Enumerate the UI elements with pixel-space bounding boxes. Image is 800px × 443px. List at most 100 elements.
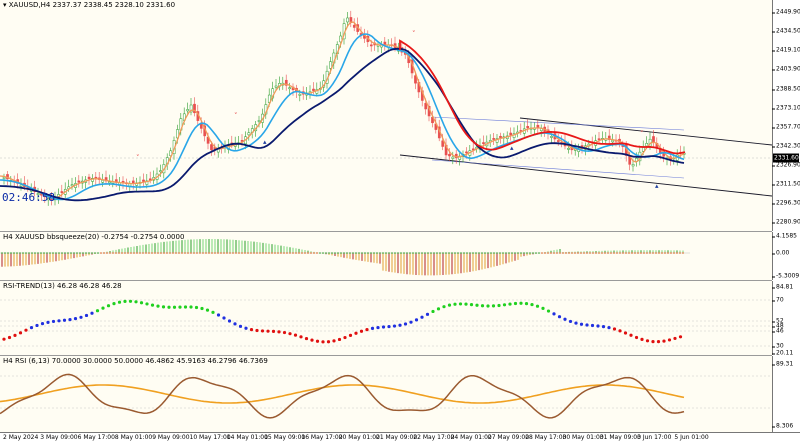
dropdown-triangle-icon[interactable]: ▾ xyxy=(3,1,7,9)
axis-tick-label: 2403.90 xyxy=(772,65,800,73)
rsi-trend-dot xyxy=(381,325,386,329)
rsi-trend-axis[interactable]: 84.81 70 52 48 46 30 20.11 xyxy=(771,281,800,357)
time-tick-label: 15 May 09:00 xyxy=(264,434,306,441)
price-chart-pane[interactable]: ▾ XAUUSD,H4 2337.37 2338.45 2328.10 2331… xyxy=(0,0,772,232)
candle-body xyxy=(645,143,649,147)
squeeze-dot xyxy=(70,252,72,254)
squeeze-dot xyxy=(580,252,582,254)
axis-tick-label: -5.3009 xyxy=(771,272,800,280)
rsi-trend-dot xyxy=(601,325,606,329)
squeeze-dot xyxy=(301,252,303,254)
rsi-trend-dot xyxy=(673,336,677,341)
rsi-axis[interactable]: 89.31 8.306 xyxy=(771,356,800,432)
rsi-trend-dot xyxy=(530,302,534,307)
bbsqueeze-axis[interactable]: 4.1585 0.00 -5.3009 xyxy=(771,232,800,280)
squeeze-dot xyxy=(4,252,6,254)
squeeze-dot xyxy=(382,252,384,254)
squeeze-dot xyxy=(208,252,210,254)
squeeze-dot xyxy=(265,252,267,254)
squeeze-dot xyxy=(508,252,510,254)
squeeze-dot xyxy=(430,252,432,254)
rsi-trend-dot xyxy=(464,302,468,306)
rsi-trend-dot xyxy=(354,331,358,335)
rsi-trend-dot xyxy=(376,325,380,330)
squeeze-dot xyxy=(67,252,69,254)
rsi-trend-label: RSI-TREND(13) 46.28 46.28 46.28 xyxy=(3,282,122,290)
rsi-trend-dot xyxy=(480,304,485,308)
rsi-trend-pane[interactable]: RSI-TREND(13) 46.28 46.28 46.28 xyxy=(0,281,772,356)
squeeze-dot xyxy=(31,252,33,254)
rsi-trend-dot xyxy=(304,336,309,341)
candle-body xyxy=(312,88,315,91)
axis-tick-label: 2296.30 xyxy=(772,199,800,207)
candle-body xyxy=(611,140,615,143)
squeeze-dot xyxy=(487,252,489,254)
squeeze-dot xyxy=(604,252,606,254)
time-tick-label: 21 May 09:00 xyxy=(376,434,418,441)
rsi-trend-dot xyxy=(227,319,232,323)
squeeze-dot xyxy=(388,252,390,254)
squeeze-dot xyxy=(286,252,288,254)
candle-body xyxy=(193,103,196,114)
squeeze-dot xyxy=(82,252,84,254)
squeeze-dot xyxy=(454,252,456,254)
candle-body xyxy=(339,35,343,43)
rsi-trend-dot xyxy=(387,324,391,329)
squeeze-dot xyxy=(34,252,36,254)
squeeze-dot xyxy=(280,252,282,254)
squeeze-dot xyxy=(427,252,429,254)
symbol-info-label: ▾ XAUUSD,H4 2337.37 2338.45 2328.10 2331… xyxy=(3,1,175,9)
price-axis[interactable]: 2449.90 2434.50 2419.10 2403.90 2388.50 2373.… xyxy=(772,0,800,231)
rsi-trend-dot xyxy=(167,305,171,309)
squeeze-dot xyxy=(619,252,621,254)
squeeze-dot xyxy=(646,252,648,254)
rsi-trend-dot xyxy=(293,333,298,337)
squeeze-dot xyxy=(100,252,102,254)
candle-body xyxy=(101,180,105,183)
squeeze-dot xyxy=(514,252,516,254)
time-axis[interactable]: 2 May 2024 3 May 09:00 6 May 17:00 8 May 01… xyxy=(0,432,800,443)
candle-body xyxy=(159,170,162,173)
squeeze-dot xyxy=(307,252,309,254)
squeeze-dot xyxy=(76,252,78,254)
squeeze-dot xyxy=(415,252,417,254)
rsi-pane[interactable]: H4 RSI (6,13) 70.0000 30.0000 50.0000 46… xyxy=(0,356,772,433)
orange-ma-line xyxy=(0,21,685,199)
squeeze-dot xyxy=(652,252,654,254)
squeeze-dot xyxy=(448,252,450,254)
squeeze-dot xyxy=(583,252,585,254)
squeeze-dot xyxy=(409,252,411,254)
axis-tick-label: 2311.50 xyxy=(772,180,800,188)
candle-body xyxy=(267,94,271,103)
candle-body xyxy=(298,93,302,96)
rsi-trend-dot xyxy=(447,303,452,307)
squeeze-dot xyxy=(499,252,501,254)
rsi-trend-dot xyxy=(35,323,39,328)
fractal-arrow-icon: ˅ xyxy=(136,154,140,162)
squeeze-dot xyxy=(217,252,219,254)
squeeze-dot xyxy=(199,252,201,254)
candle-body xyxy=(77,180,81,183)
bbsqueeze-pane[interactable]: H4 XAUUSD bbsqueeze(20) -0.2754 -0.2754 … xyxy=(0,232,772,281)
squeeze-dot xyxy=(562,252,564,254)
squeeze-dot xyxy=(292,252,294,254)
squeeze-dot xyxy=(232,252,234,254)
squeeze-dot xyxy=(220,252,222,254)
squeeze-dot xyxy=(346,252,348,254)
squeeze-dot xyxy=(460,252,462,254)
rsi-trend-dot xyxy=(134,300,138,304)
candle-body xyxy=(108,181,111,184)
rsi-trend-dot xyxy=(436,307,441,311)
rsi-trend-dot xyxy=(497,303,501,308)
rsi-trend-dot xyxy=(57,319,61,323)
rsi-trend-dot xyxy=(238,324,243,328)
rsi-trend-dot xyxy=(678,335,683,339)
time-tick-label: 24 May 01:00 xyxy=(450,434,492,441)
squeeze-dot xyxy=(451,252,453,254)
rsi-trend-dot xyxy=(656,340,661,344)
squeeze-dot xyxy=(256,252,258,254)
rsi-trend-dot xyxy=(348,333,353,337)
squeeze-dot xyxy=(283,252,285,254)
squeeze-dot xyxy=(550,252,552,254)
squeeze-dot xyxy=(241,252,243,254)
